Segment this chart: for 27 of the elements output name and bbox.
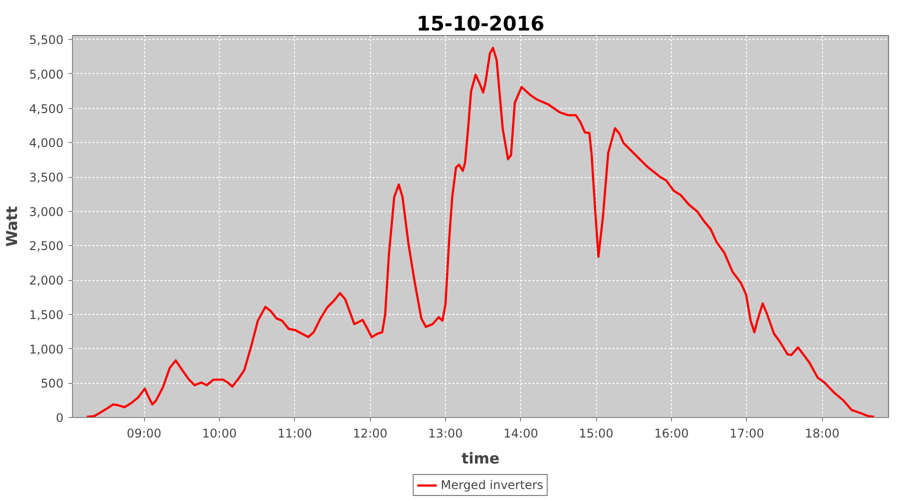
x-tick-label: 09:00 bbox=[126, 426, 162, 440]
y-tick-label: 5,500 bbox=[29, 33, 64, 48]
y-tick-label: 4,500 bbox=[29, 102, 64, 116]
x-axis-title: time bbox=[461, 450, 500, 468]
chart-title: 15-10-2016 bbox=[416, 12, 544, 36]
y-tick-label: 1,000 bbox=[29, 342, 64, 356]
y-tick-label: 2,500 bbox=[29, 239, 64, 254]
y-tick-label: 3,000 bbox=[29, 204, 64, 219]
legend-label: Merged inverters bbox=[440, 478, 544, 492]
x-tick-label: 17:00 bbox=[730, 426, 764, 440]
y-tick-label: 500 bbox=[40, 376, 64, 391]
x-tick-label: 16:00 bbox=[654, 426, 689, 440]
x-tick-label: 14:00 bbox=[504, 426, 538, 440]
y-tick-label: 0 bbox=[56, 411, 64, 425]
y-axis-title: Watt bbox=[3, 206, 22, 247]
y-tick-label: 1,500 bbox=[29, 308, 64, 322]
x-tick-label: 13:00 bbox=[428, 426, 463, 440]
y-tick-label: 3,500 bbox=[29, 170, 64, 185]
y-tick-label: 5,000 bbox=[29, 67, 64, 82]
x-tick-label: 11:00 bbox=[277, 426, 312, 440]
x-tick-label: 10:00 bbox=[202, 426, 237, 440]
line-series bbox=[86, 46, 876, 418]
x-tick-label: 12:00 bbox=[352, 426, 388, 440]
x-tick-label: 15:00 bbox=[578, 426, 614, 440]
x-tick-label: 18:00 bbox=[804, 426, 840, 440]
y-tick-label: 2,000 bbox=[29, 274, 64, 288]
y-tick-label: 4,000 bbox=[29, 136, 64, 150]
